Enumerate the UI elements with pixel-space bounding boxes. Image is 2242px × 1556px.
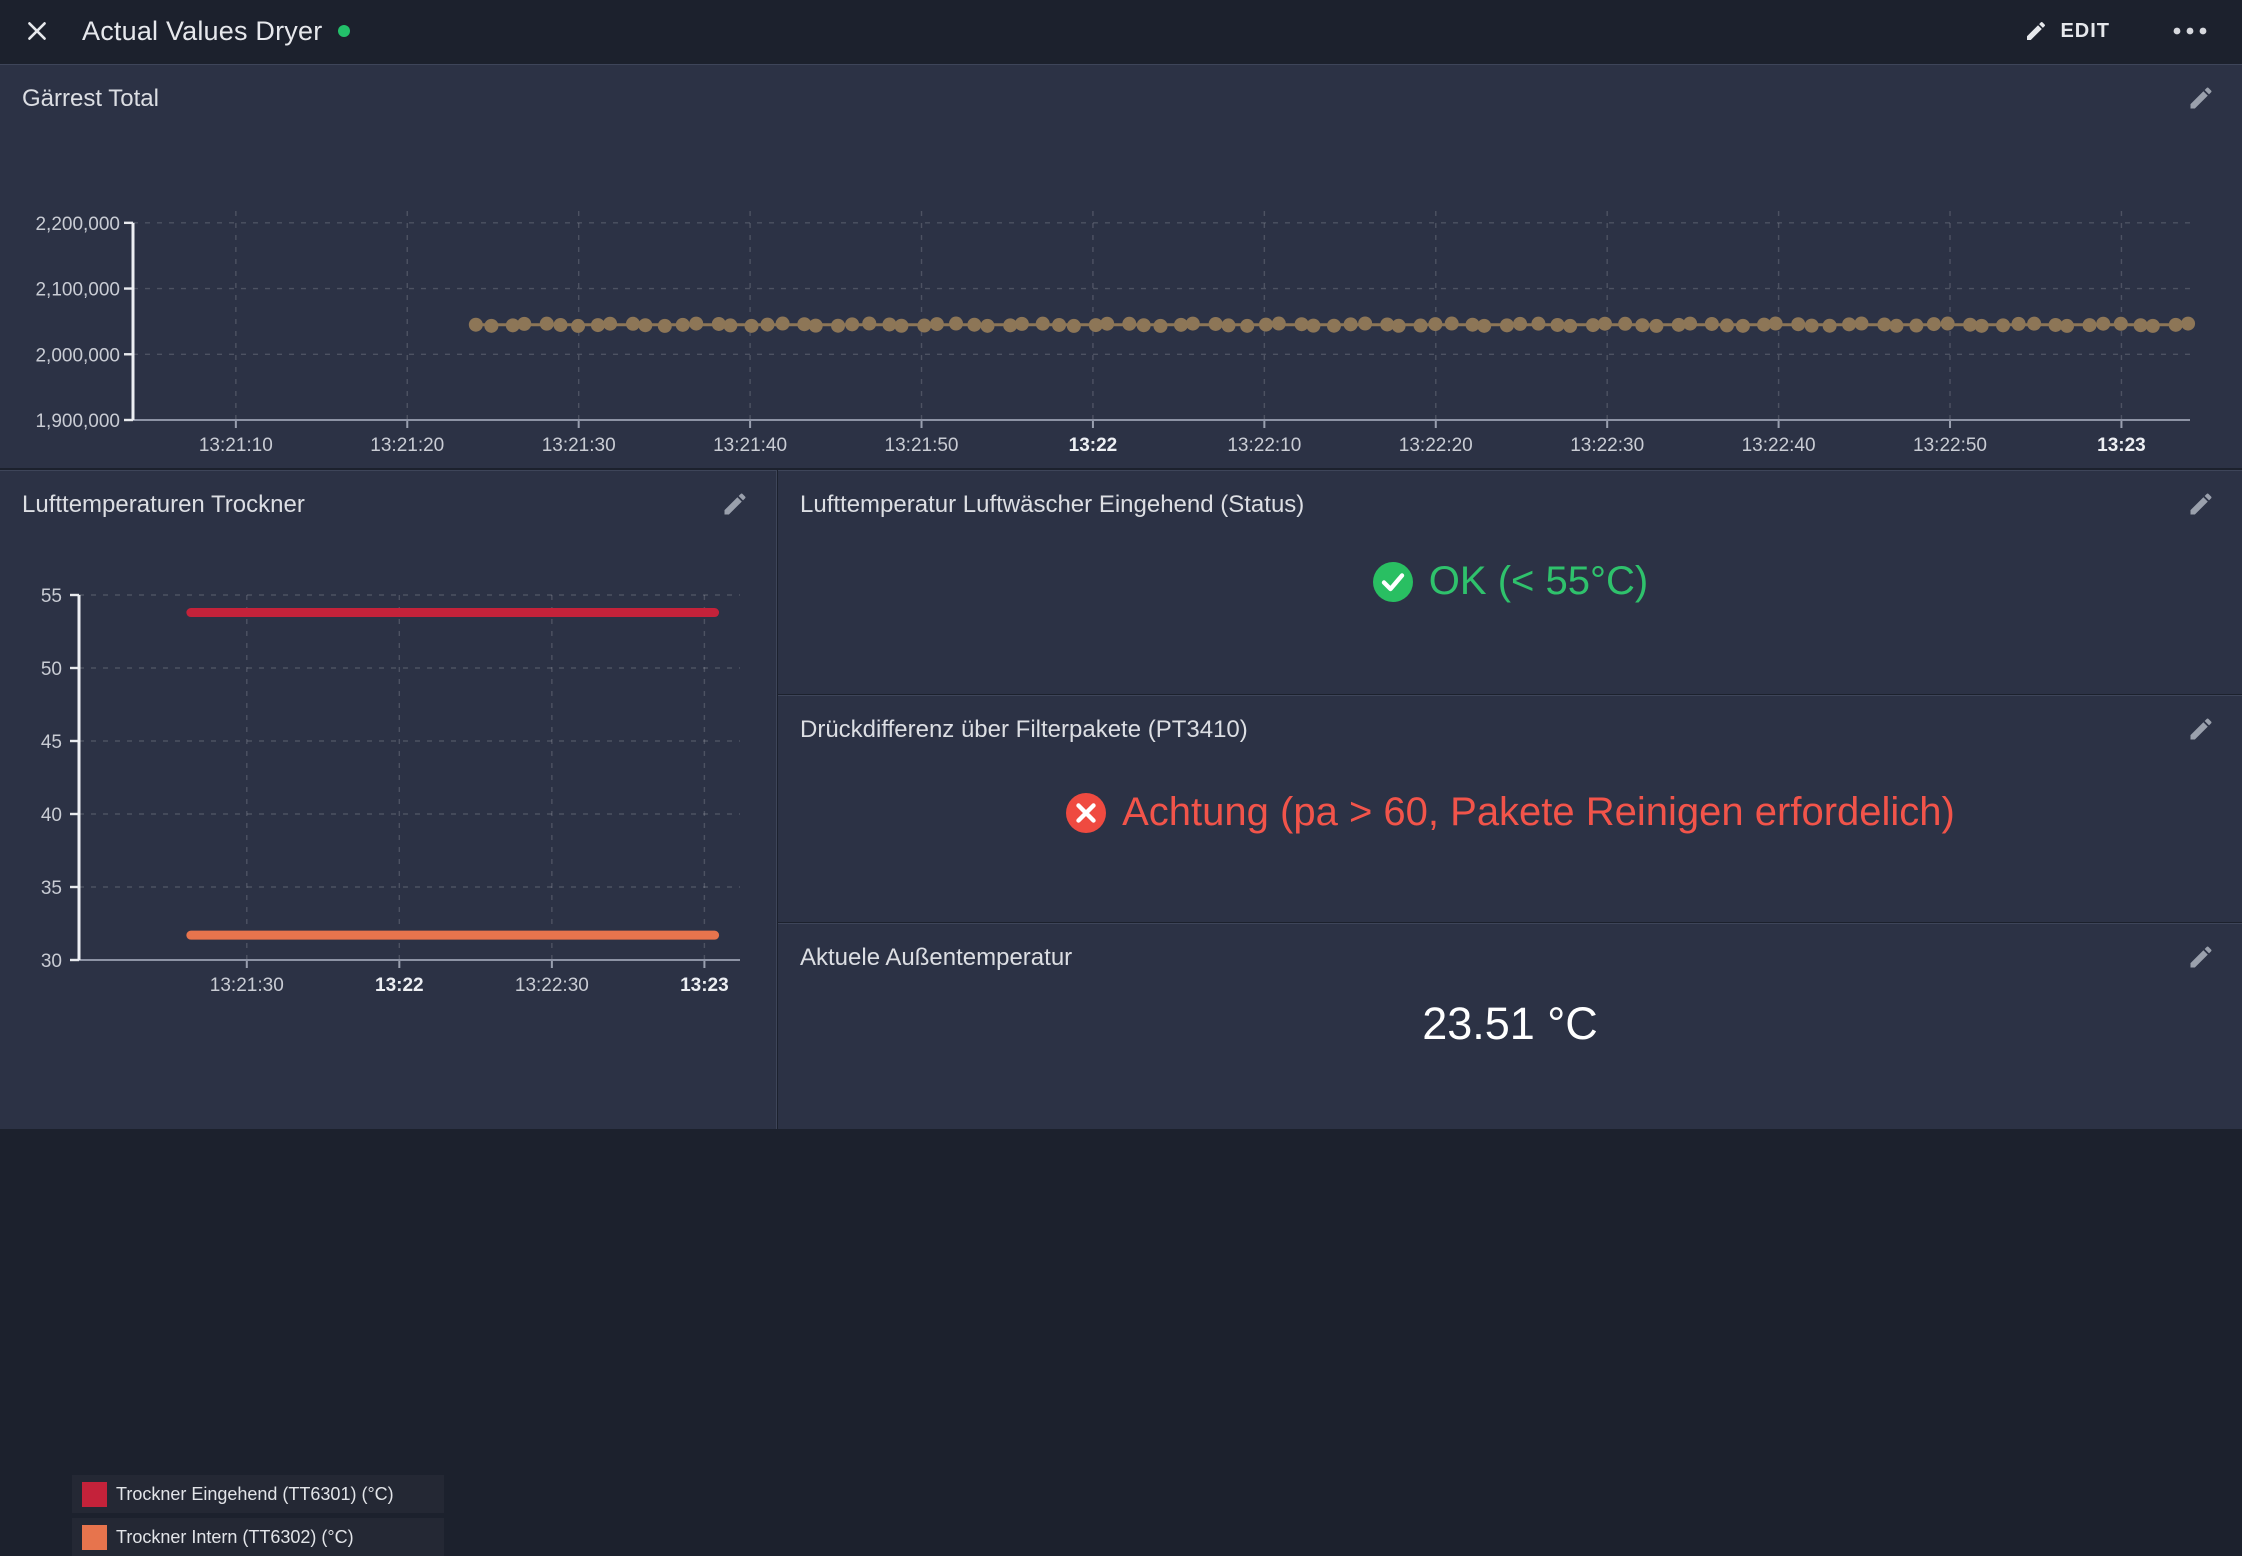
legend-item-trockner-eingehend[interactable]: Trockner Eingehend (TT6301) (°C): [72, 1475, 444, 1513]
panel-aussentemperatur: Aktuele Außentemperatur 23.51 °C: [778, 923, 2242, 1129]
svg-text:13:21:10: 13:21:10: [199, 435, 273, 456]
status-ok-line: OK (< 55°C): [778, 559, 2242, 604]
legend-swatch-orange: [82, 1524, 107, 1550]
svg-text:13:22:50: 13:22:50: [1913, 435, 1987, 456]
svg-text:2,000,000: 2,000,000: [35, 345, 120, 366]
svg-text:13:23: 13:23: [2097, 435, 2146, 456]
chart-legend: Trockner Eingehend (TT6301) (°C) Trockne…: [72, 1475, 444, 1556]
legend-item-trockner-intern[interactable]: Trockner Intern (TT6302) (°C): [72, 1518, 444, 1556]
panel-edit-button-aussentemperatur[interactable]: [2184, 940, 2218, 974]
panel-drueckdifferenz: Drückdifferenz über Filterpakete (PT3410…: [778, 695, 2242, 922]
svg-text:45: 45: [41, 732, 62, 753]
svg-text:13:22:30: 13:22:30: [515, 975, 589, 996]
svg-text:2,100,000: 2,100,000: [35, 280, 120, 301]
svg-text:30: 30: [41, 951, 62, 972]
svg-text:35: 35: [41, 878, 62, 899]
svg-text:13:22:10: 13:22:10: [1227, 435, 1301, 456]
svg-text:1,900,000: 1,900,000: [35, 411, 120, 432]
kebab-menu-icon: [2173, 27, 2207, 35]
x-circle-icon: [1066, 792, 1107, 833]
panel-edit-button-gaerrest[interactable]: [2184, 81, 2218, 115]
edit-button[interactable]: EDIT: [2016, 11, 2118, 51]
gaerrest-total-chart: 13:21:10 13:21:20 13:21:30 13:21:40 13:21:50…: [35, 211, 2196, 456]
legend-label: Trockner Intern (TT6302) (°C): [116, 1526, 354, 1547]
svg-text:13:23: 13:23: [680, 975, 729, 996]
pencil-icon: [2027, 21, 2046, 40]
panel-lufttemperaturen-trockner: Lufttemperaturen Trockner 13:21:30 13:22 1…: [0, 470, 777, 1550]
legend-swatch-red: [82, 1481, 107, 1507]
pencil-icon: [2190, 718, 2212, 740]
svg-text:13:22: 13:22: [1069, 435, 1118, 456]
panel-menu-button[interactable]: [2164, 17, 2216, 45]
panel-edit-button-lufttemp[interactable]: [718, 487, 752, 521]
svg-text:13:22: 13:22: [375, 975, 424, 996]
status-alert-line: Achtung (pa > 60, Pakete Reinigen erford…: [778, 790, 2242, 835]
legend-label: Trockner Eingehend (TT6301) (°C): [116, 1483, 394, 1504]
svg-text:40: 40: [41, 805, 62, 826]
status-dot: [338, 25, 351, 37]
svg-text:50: 50: [41, 659, 62, 680]
panel-luftwaescher-status: Lufttemperatur Luftwäscher Eingehend (St…: [778, 470, 2242, 694]
pencil-icon: [724, 493, 746, 515]
check-circle-icon: [1372, 561, 1413, 602]
pencil-icon: [2190, 493, 2212, 515]
status-ok-text: OK (< 55°C): [1428, 559, 1649, 603]
panel-gaerrest-total: Gärrest Total 13:21:10 13:21:20 13:21:30 13…: [0, 64, 2242, 468]
panel-edit-button-luftwaescher[interactable]: [2184, 487, 2218, 521]
dashboard-header: Actual Values Dryer EDIT: [0, 0, 2242, 62]
panel-title-luftwaescher[interactable]: Lufttemperatur Luftwäscher Eingehend (St…: [800, 491, 1305, 518]
status-alert-text: Achtung (pa > 60, Pakete Reinigen erford…: [1122, 790, 1955, 834]
lufttemperaturen-chart: 13:21:30 13:22 13:22:30 13:23 30 35 40 45 50 55: [41, 586, 740, 996]
pencil-icon: [2190, 87, 2212, 109]
svg-text:2,200,000: 2,200,000: [35, 214, 120, 235]
close-button[interactable]: [14, 8, 60, 54]
svg-text:13:21:50: 13:21:50: [885, 435, 959, 456]
svg-text:55: 55: [41, 586, 62, 607]
outside-temperature-value: 23.51 °C: [1422, 998, 1598, 1049]
svg-text:13:22:30: 13:22:30: [1570, 435, 1644, 456]
panel-title-drueckdifferenz[interactable]: Drückdifferenz über Filterpakete (PT3410…: [800, 716, 1248, 743]
panel-title-aussentemperatur[interactable]: Aktuele Außentemperatur: [800, 944, 1073, 971]
svg-text:13:22:40: 13:22:40: [1742, 435, 1816, 456]
svg-text:13:22:20: 13:22:20: [1399, 435, 1473, 456]
svg-text:13:21:20: 13:21:20: [370, 435, 444, 456]
page-title: Actual Values Dryer: [82, 15, 323, 46]
pencil-icon: [2190, 946, 2212, 968]
svg-text:13:21:30: 13:21:30: [542, 435, 616, 456]
edit-button-label: EDIT: [2060, 19, 2110, 42]
panel-edit-button-drueckdifferenz[interactable]: [2184, 712, 2218, 746]
svg-text:13:21:40: 13:21:40: [713, 435, 787, 456]
svg-text:13:21:30: 13:21:30: [210, 975, 284, 996]
close-icon: [28, 22, 46, 40]
panel-title-lufttemp[interactable]: Lufttemperaturen Trockner: [22, 491, 305, 518]
panel-title-gaerrest[interactable]: Gärrest Total: [22, 85, 159, 112]
